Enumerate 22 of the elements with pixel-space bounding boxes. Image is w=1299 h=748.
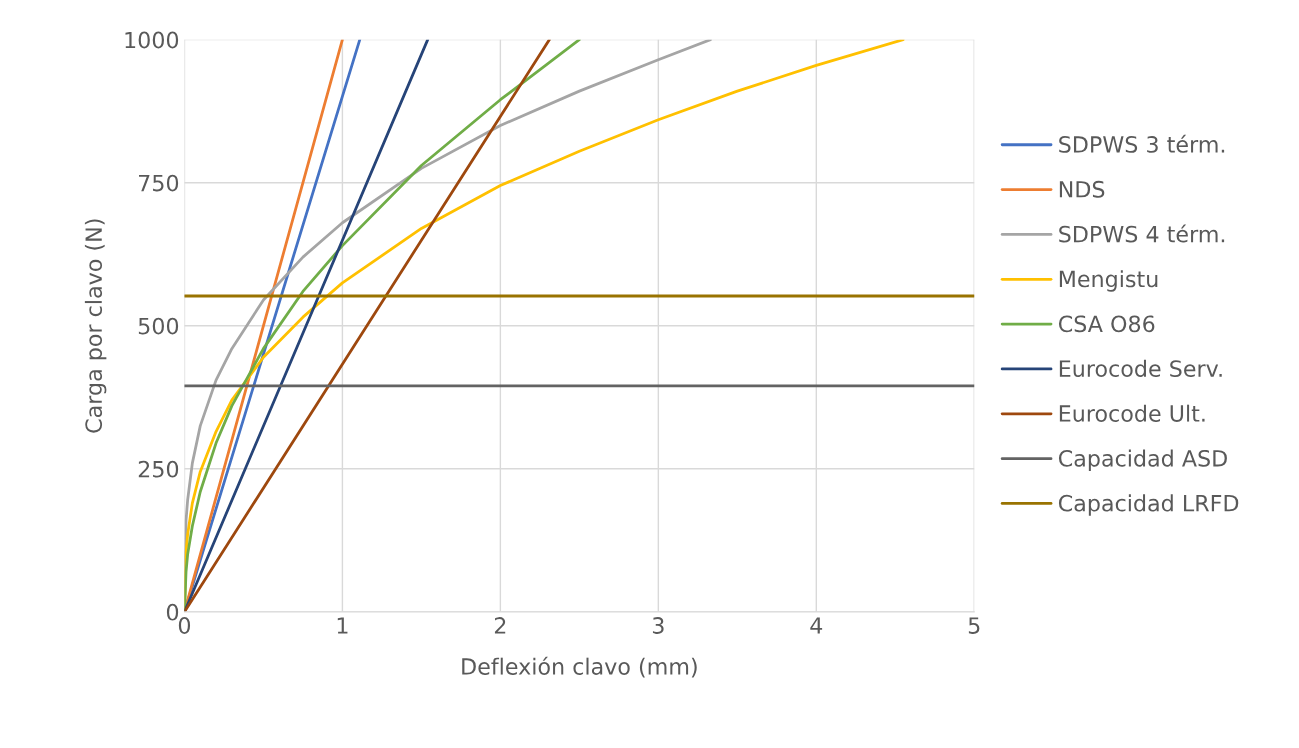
y-tick-label: 500 xyxy=(138,317,179,335)
y-tick-label: 0 xyxy=(166,603,179,621)
y-axis-title: Carga por clavo (N) xyxy=(84,219,107,433)
x-tick-label: 4 xyxy=(810,617,823,634)
x-tick-label: 1 xyxy=(337,617,348,634)
y-tick-label: 250 xyxy=(138,460,179,478)
y-tick-label: 750 xyxy=(139,174,179,192)
x-tick-label: 3 xyxy=(652,617,664,634)
x-tick-label: 2 xyxy=(494,617,506,634)
legend-label: SDPWS 4 térm. xyxy=(1059,224,1225,243)
x-tick-label: 0 xyxy=(178,617,191,634)
x-tick-label: 5 xyxy=(968,617,980,634)
legend-label: Mengistu xyxy=(1059,270,1158,292)
x-axis-title: Deflexión clavo (mm) xyxy=(462,656,697,678)
legend-label: Capacidad LRFD xyxy=(1058,494,1239,516)
legend-label: Eurocode Ult. xyxy=(1059,404,1205,422)
legend-label: NDS xyxy=(1059,180,1105,198)
legend-label: Eurocode Serv. xyxy=(1059,359,1222,378)
legend-label: Capacidad ASD xyxy=(1058,449,1227,472)
y-tick-label: 1000 xyxy=(125,31,179,49)
legend-label: SDPWS 3 térm. xyxy=(1059,134,1225,153)
legend-label: CSA O86 xyxy=(1058,315,1155,333)
